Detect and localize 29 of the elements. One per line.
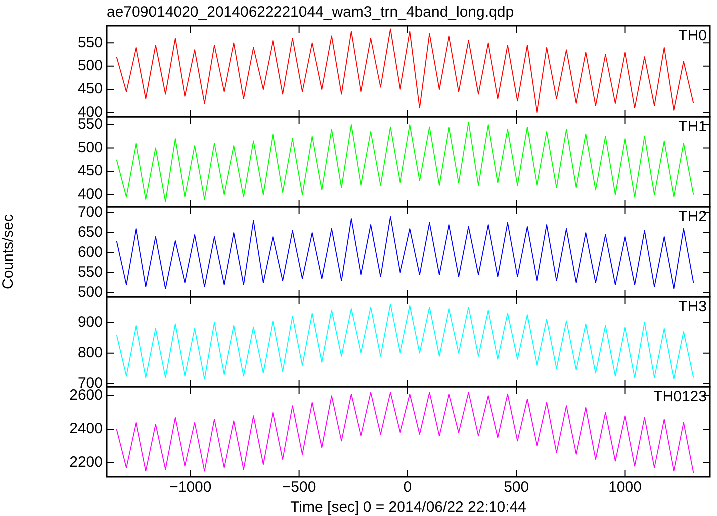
x-tick-label: −1000 [170, 479, 212, 496]
y-tick-label: 800 [78, 344, 103, 362]
y-tick-label: 550 [78, 116, 103, 134]
x-tick-label: 1000 [608, 479, 642, 496]
x-tick-label: 500 [504, 479, 530, 496]
chart-title: ae709014020_20140622221044_wam3_trn_4band_long.qdp [107, 4, 514, 22]
series-label: TH2 [678, 208, 707, 226]
series-label: TH0123 [654, 388, 707, 406]
y-tick-label: 450 [78, 162, 103, 180]
y-tick-label: 2200 [70, 454, 103, 472]
y-tick-label: 600 [78, 244, 103, 262]
x-tick-label: −500 [282, 479, 316, 496]
y-tick-label: 550 [78, 264, 103, 282]
x-tick-label: 0 [404, 479, 412, 496]
series-label: TH0 [678, 28, 707, 45]
series-label: TH3 [678, 298, 707, 316]
y-tick-label: 400 [78, 186, 103, 204]
y-tick-label: 900 [78, 314, 103, 331]
y-axis-title: Counts/sec [0, 214, 18, 290]
y-tick-label: 550 [78, 34, 103, 52]
y-tick-label: 650 [78, 224, 103, 242]
x-axis-title: Time [sec] 0 = 2014/06/22 22:10:44 [290, 499, 526, 516]
y-tick-label: 450 [78, 80, 103, 98]
y-tick-label: 700 [78, 204, 103, 222]
y-tick-label: 500 [78, 139, 103, 156]
series-label: TH1 [678, 118, 707, 136]
y-tick-label: 2400 [70, 420, 103, 438]
y-tick-label: 500 [78, 284, 103, 302]
y-tick-label: 500 [78, 58, 103, 75]
